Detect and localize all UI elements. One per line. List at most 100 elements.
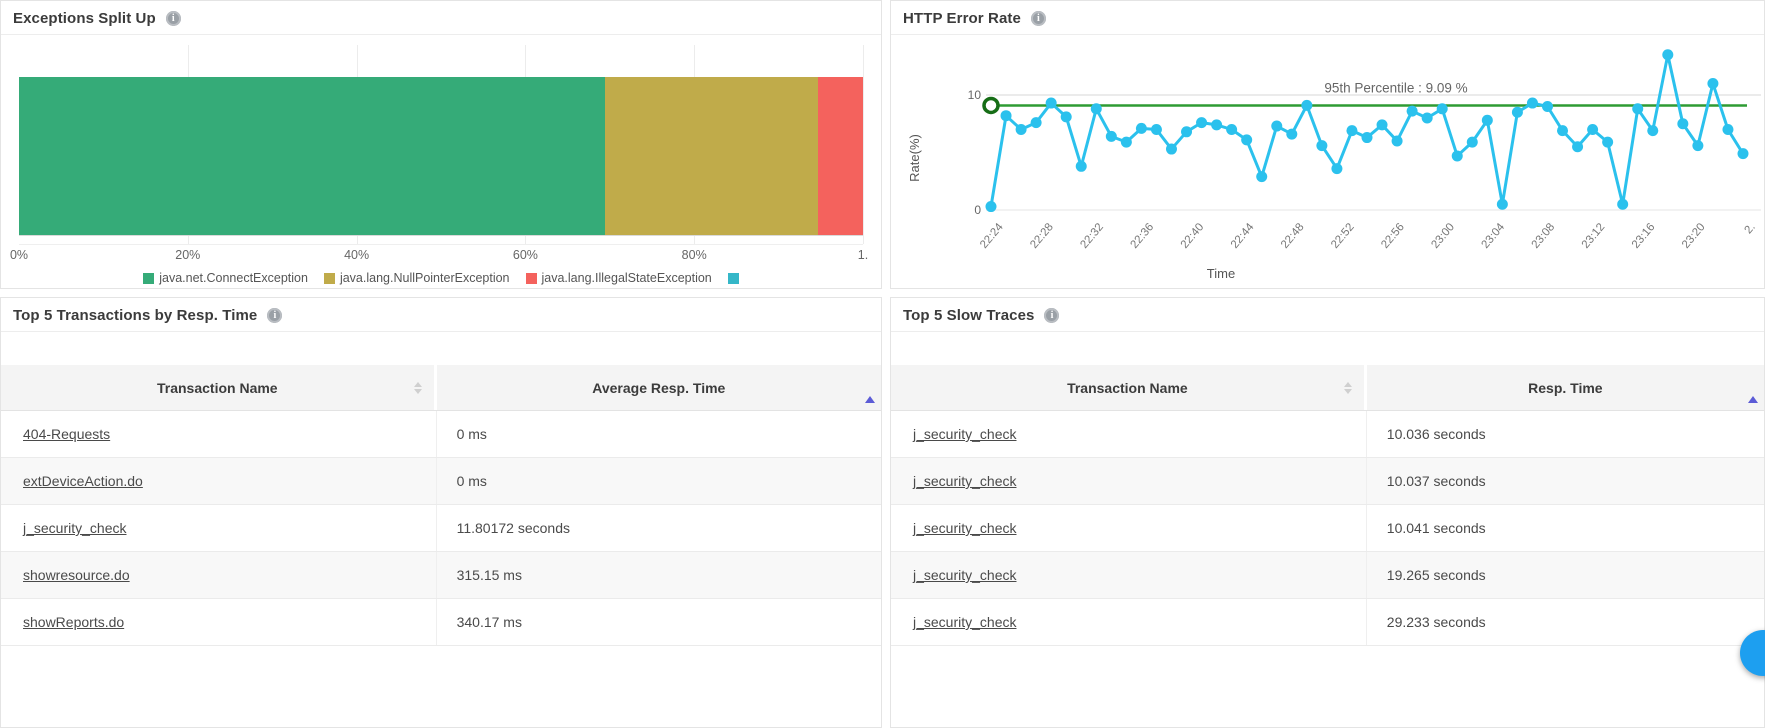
x-tick-label: 22:32: [1078, 221, 1106, 251]
data-point[interactable]: [1572, 141, 1584, 153]
y-tick-label: 10: [968, 88, 982, 102]
data-point[interactable]: [1165, 143, 1177, 155]
data-point[interactable]: [1361, 132, 1373, 144]
x-tick-label: 22:52: [1329, 221, 1357, 251]
data-point[interactable]: [1286, 128, 1298, 140]
data-point[interactable]: [1120, 136, 1132, 148]
data-point[interactable]: [1135, 122, 1147, 134]
data-point[interactable]: [1271, 120, 1283, 132]
info-icon[interactable]: i: [1030, 11, 1046, 26]
transaction-link[interactable]: j_security_check: [913, 426, 1017, 442]
transaction-link[interactable]: j_security_check: [913, 520, 1017, 536]
data-point[interactable]: [1436, 103, 1448, 115]
bar-segment[interactable]: [818, 77, 863, 235]
panel-exceptions-split-up: Exceptions Split Up i 0% 20% 40% 60% 80% 1. j…: [0, 0, 882, 289]
exceptions-bar-chart[interactable]: 0% 20% 40% 60% 80% 1. java.net.ConnectExcepti…: [1, 45, 881, 285]
data-point[interactable]: [1060, 111, 1072, 123]
data-point[interactable]: [1301, 99, 1313, 111]
data-point[interactable]: [1256, 171, 1268, 183]
data-point[interactable]: [1647, 125, 1659, 137]
data-point[interactable]: [1496, 198, 1508, 210]
line-chart-svg[interactable]: Rate(%) 10 0 95th Percentile : 9.09 % 22:24 2…: [891, 40, 1761, 285]
legend-item[interactable]: java.lang.IllegalStateException: [525, 271, 712, 285]
transaction-link[interactable]: showresource.do: [23, 567, 130, 583]
column-header-transaction-name[interactable]: Transaction Name: [891, 365, 1367, 410]
data-point[interactable]: [1181, 126, 1193, 138]
column-header-average-resp-time[interactable]: Average Resp. Time: [437, 365, 881, 410]
column-header-resp-time[interactable]: Resp. Time: [1367, 365, 1764, 410]
data-point[interactable]: [1000, 110, 1012, 122]
x-tick-label: 23:16: [1630, 221, 1658, 251]
data-point[interactable]: [1722, 124, 1734, 135]
data-point[interactable]: [1030, 117, 1042, 129]
data-point[interactable]: [1421, 112, 1433, 124]
data-point[interactable]: [1316, 140, 1328, 152]
data-point[interactable]: [1692, 140, 1704, 152]
x-tick-label: 22:40: [1179, 221, 1207, 251]
resp-time-value: 19.265 seconds: [1386, 567, 1486, 583]
panel-header: Exceptions Split Up i: [1, 1, 881, 35]
legend-item[interactable]: [727, 272, 739, 284]
data-point[interactable]: [1677, 118, 1689, 130]
data-point[interactable]: [1045, 97, 1057, 109]
x-tick-label: 23:08: [1530, 221, 1558, 251]
data-point[interactable]: [1075, 160, 1087, 172]
info-icon[interactable]: i: [165, 11, 181, 26]
data-point[interactable]: [1662, 49, 1674, 61]
http-error-line-chart[interactable]: Rate(%) 10 0 95th Percentile : 9.09 % 22:24 2…: [891, 40, 1764, 288]
data-point[interactable]: [1105, 130, 1117, 142]
data-point[interactable]: [1602, 136, 1614, 148]
data-point[interactable]: [1481, 114, 1493, 126]
legend-item[interactable]: java.net.ConnectException: [143, 271, 308, 285]
data-point[interactable]: [1707, 78, 1719, 89]
data-point[interactable]: [1090, 103, 1102, 115]
data-point[interactable]: [1737, 148, 1749, 160]
transaction-link[interactable]: extDeviceAction.do: [23, 473, 143, 489]
data-point[interactable]: [1391, 135, 1403, 147]
resp-time-value: 10.037 seconds: [1386, 473, 1486, 489]
info-icon[interactable]: i: [267, 308, 283, 323]
transaction-link[interactable]: showReports.do: [23, 614, 125, 630]
stacked-bar[interactable]: [19, 77, 863, 235]
info-icon[interactable]: i: [1044, 308, 1060, 323]
data-point[interactable]: [1526, 97, 1538, 109]
panel-header: Top 5 Slow Traces i: [891, 298, 1764, 332]
data-point[interactable]: [1632, 103, 1644, 115]
page-title: HTTP Error Rate: [903, 10, 1021, 27]
legend-item[interactable]: java.lang.NullPointerException: [323, 271, 510, 285]
legend-swatch: [727, 272, 739, 284]
data-point[interactable]: [1015, 124, 1027, 135]
data-point[interactable]: [1376, 119, 1388, 131]
data-point[interactable]: [1541, 101, 1553, 112]
data-point[interactable]: [1196, 117, 1208, 129]
data-point[interactable]: [985, 201, 997, 213]
data-point[interactable]: [1226, 124, 1238, 135]
data-point[interactable]: [1617, 198, 1629, 210]
data-point[interactable]: [1406, 105, 1418, 117]
data-point[interactable]: [1466, 136, 1478, 148]
transaction-link[interactable]: j_security_check: [23, 520, 127, 536]
bar-segment[interactable]: [604, 77, 819, 235]
data-point[interactable]: [1451, 150, 1463, 162]
resp-time-value: 0 ms: [456, 473, 487, 489]
x-tick-label: 20%: [175, 248, 201, 262]
transaction-link[interactable]: j_security_check: [913, 614, 1017, 630]
data-point[interactable]: [1150, 124, 1162, 135]
data-point[interactable]: [1331, 163, 1343, 175]
transaction-link[interactable]: j_security_check: [913, 473, 1017, 489]
data-point[interactable]: [1511, 106, 1523, 118]
data-point[interactable]: [1587, 124, 1599, 135]
data-point[interactable]: [1557, 125, 1569, 137]
resp-time-value: 0 ms: [456, 426, 487, 442]
bar-segment[interactable]: [19, 77, 605, 235]
column-header-transaction-name[interactable]: Transaction Name: [1, 365, 437, 410]
data-point[interactable]: [1346, 125, 1358, 137]
data-point[interactable]: [1211, 119, 1223, 131]
y-tick-label: 0: [974, 203, 981, 217]
resp-time-value: 10.041 seconds: [1386, 520, 1486, 536]
data-point[interactable]: [1241, 134, 1253, 146]
transaction-link[interactable]: 404-Requests: [23, 426, 111, 442]
transaction-link[interactable]: j_security_check: [913, 567, 1017, 583]
x-tick-label: 40%: [344, 248, 370, 262]
